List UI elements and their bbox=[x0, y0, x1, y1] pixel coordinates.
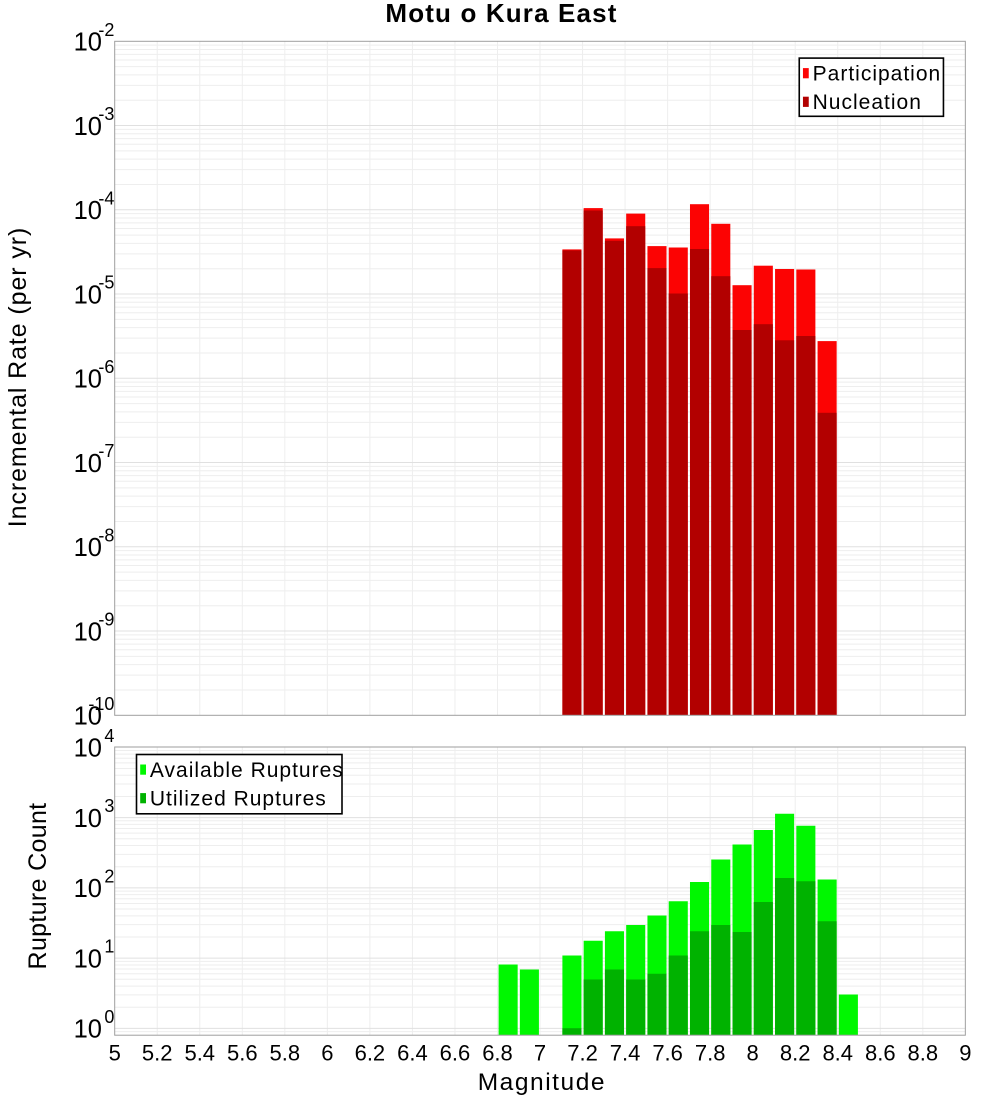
svg-text:2: 2 bbox=[104, 866, 114, 886]
svg-text:7.2: 7.2 bbox=[567, 1041, 598, 1066]
svg-text:10: 10 bbox=[74, 281, 102, 309]
svg-text:10: 10 bbox=[74, 735, 102, 763]
svg-text:10: 10 bbox=[74, 29, 102, 57]
svg-text:-9: -9 bbox=[98, 610, 114, 630]
svg-text:Participation: Participation bbox=[813, 63, 942, 86]
svg-text:10: 10 bbox=[74, 875, 102, 903]
svg-text:5.2: 5.2 bbox=[142, 1041, 173, 1066]
svg-text:Available Ruptures: Available Ruptures bbox=[150, 759, 344, 782]
svg-text:7.8: 7.8 bbox=[695, 1041, 726, 1066]
svg-text:-4: -4 bbox=[98, 188, 114, 208]
svg-text:10: 10 bbox=[74, 450, 102, 478]
svg-text:8.2: 8.2 bbox=[780, 1041, 811, 1066]
svg-text:10: 10 bbox=[74, 1016, 102, 1044]
svg-text:8.6: 8.6 bbox=[865, 1041, 896, 1066]
svg-text:7.6: 7.6 bbox=[652, 1041, 683, 1066]
svg-text:4: 4 bbox=[104, 726, 114, 746]
svg-text:6.4: 6.4 bbox=[397, 1041, 428, 1066]
svg-text:Magnitude: Magnitude bbox=[478, 1069, 606, 1096]
svg-text:10: 10 bbox=[74, 618, 102, 646]
svg-text:5.8: 5.8 bbox=[270, 1041, 301, 1066]
svg-text:-3: -3 bbox=[98, 104, 114, 124]
svg-text:10: 10 bbox=[74, 113, 102, 141]
svg-text:-8: -8 bbox=[98, 525, 114, 545]
svg-text:5: 5 bbox=[109, 1041, 121, 1066]
svg-text:-6: -6 bbox=[98, 357, 114, 377]
svg-text:5.4: 5.4 bbox=[184, 1041, 215, 1066]
svg-text:10: 10 bbox=[74, 945, 102, 973]
svg-text:8.4: 8.4 bbox=[822, 1041, 853, 1066]
svg-text:Motu o Kura East: Motu o Kura East bbox=[385, 0, 617, 28]
svg-text:-5: -5 bbox=[98, 273, 114, 293]
svg-text:5.6: 5.6 bbox=[227, 1041, 258, 1066]
svg-text:10: 10 bbox=[74, 197, 102, 225]
svg-text:8: 8 bbox=[747, 1041, 759, 1066]
svg-text:1: 1 bbox=[104, 937, 114, 957]
svg-text:-10: -10 bbox=[88, 694, 114, 714]
svg-text:7.4: 7.4 bbox=[610, 1041, 641, 1066]
svg-text:6: 6 bbox=[321, 1041, 333, 1066]
svg-text:6.6: 6.6 bbox=[440, 1041, 471, 1066]
svg-text:10: 10 bbox=[74, 703, 102, 731]
svg-text:-2: -2 bbox=[98, 20, 114, 40]
svg-text:10: 10 bbox=[74, 534, 102, 562]
svg-text:Incremental Rate (per yr): Incremental Rate (per yr) bbox=[4, 227, 32, 527]
svg-text:Utilized Ruptures: Utilized Ruptures bbox=[150, 788, 327, 811]
svg-text:10: 10 bbox=[74, 805, 102, 833]
svg-text:7: 7 bbox=[534, 1041, 546, 1066]
svg-text:8.8: 8.8 bbox=[908, 1041, 939, 1066]
svg-text:6.8: 6.8 bbox=[482, 1041, 513, 1066]
svg-text:0: 0 bbox=[104, 1007, 114, 1027]
svg-text:9: 9 bbox=[959, 1041, 971, 1066]
svg-text:Rupture Count: Rupture Count bbox=[24, 803, 52, 970]
svg-text:10: 10 bbox=[74, 366, 102, 394]
svg-text:3: 3 bbox=[104, 796, 114, 816]
svg-text:Nucleation: Nucleation bbox=[813, 91, 922, 114]
svg-text:6.2: 6.2 bbox=[355, 1041, 386, 1066]
svg-text:-7: -7 bbox=[98, 441, 114, 461]
